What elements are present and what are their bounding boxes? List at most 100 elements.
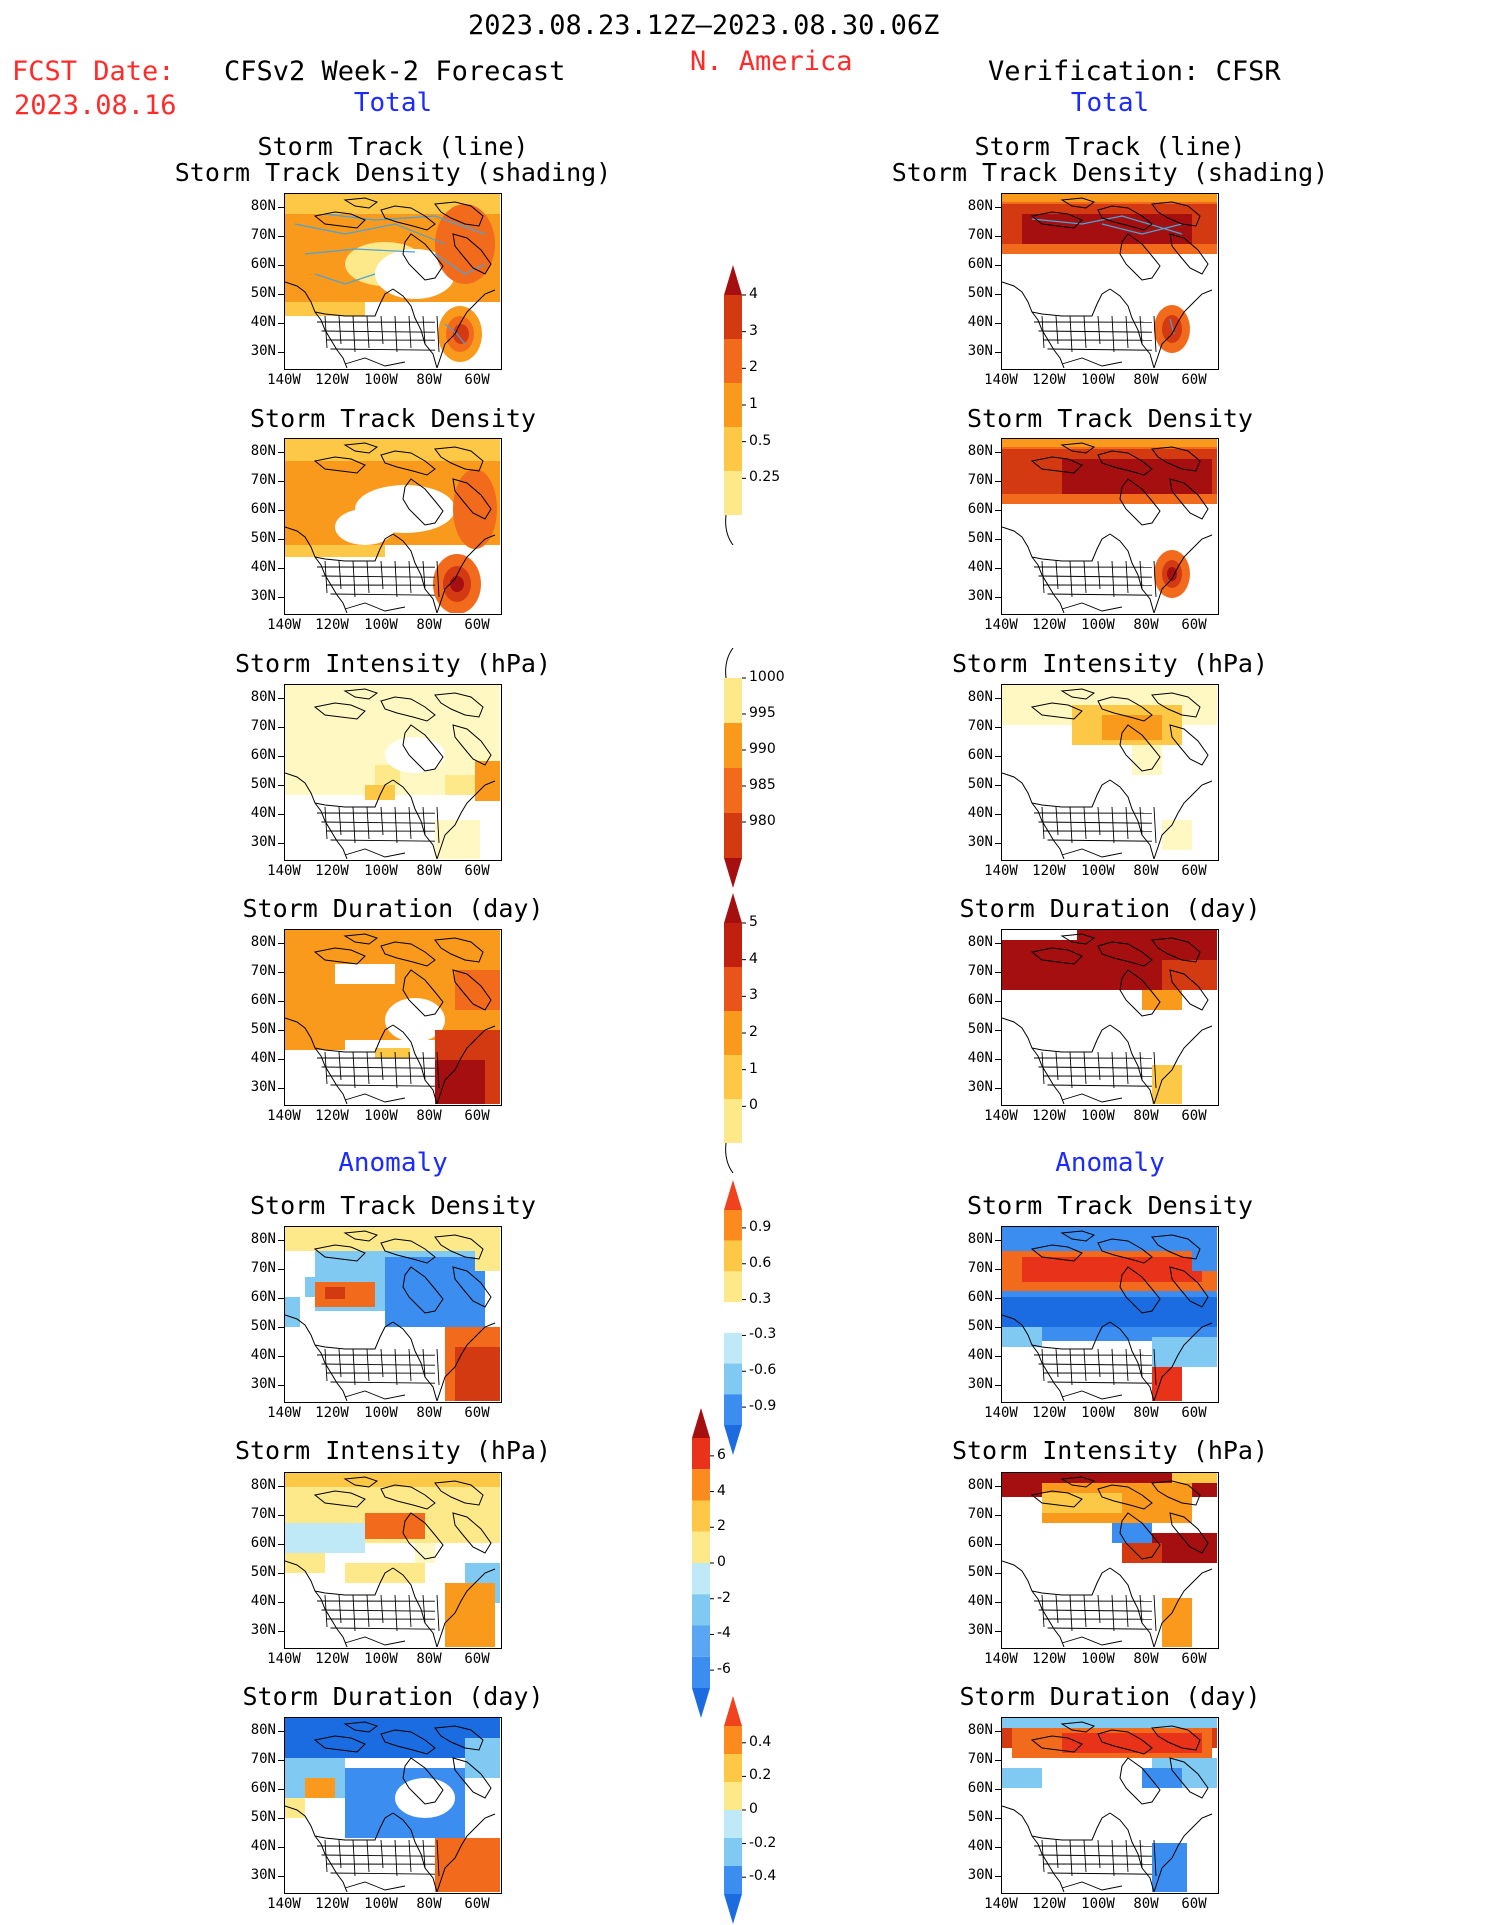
panel-title: Storm Track Density bbox=[250, 404, 536, 433]
lat-label: 50N bbox=[250, 776, 276, 792]
lat-tick bbox=[995, 510, 1001, 511]
region-label: N. America bbox=[690, 46, 853, 77]
lat-label: 40N bbox=[967, 559, 993, 575]
lat-label: 80N bbox=[967, 198, 993, 214]
lat-tick bbox=[995, 568, 1001, 569]
lat-tick bbox=[278, 1573, 284, 1574]
lat-label: 50N bbox=[967, 1809, 993, 1825]
lat-label: 80N bbox=[250, 443, 276, 459]
lat-tick bbox=[278, 452, 284, 453]
lon-label: 60W bbox=[464, 617, 490, 633]
lon-label: 100W bbox=[364, 617, 398, 633]
lon-label: 100W bbox=[364, 1108, 398, 1124]
colorbar-tick-label: -6 bbox=[717, 1661, 731, 1678]
lat-label: 60N bbox=[250, 992, 276, 1008]
lat-tick bbox=[278, 1847, 284, 1848]
colorbar-tick-label: 4 bbox=[749, 950, 758, 967]
lat-label: 50N bbox=[250, 1809, 276, 1825]
colorbar-tick-label: 4 bbox=[749, 286, 758, 302]
lat-tick bbox=[278, 1385, 284, 1386]
panel-title: Storm Duration (day) bbox=[242, 894, 544, 923]
lon-label: 100W bbox=[1081, 1405, 1115, 1421]
lat-tick bbox=[995, 943, 1001, 944]
map-shading bbox=[285, 439, 500, 613]
lat-tick bbox=[278, 1298, 284, 1299]
lon-label: 100W bbox=[1081, 1651, 1115, 1667]
lat-tick bbox=[278, 1731, 284, 1732]
map-panel bbox=[284, 1717, 502, 1894]
lon-label: 140W bbox=[267, 1108, 301, 1124]
lat-tick bbox=[278, 1760, 284, 1761]
lat-tick bbox=[278, 481, 284, 482]
lon-label: 80W bbox=[416, 1108, 442, 1124]
lat-label: 80N bbox=[250, 1722, 276, 1738]
map-shading bbox=[285, 1473, 500, 1647]
lat-label: 80N bbox=[250, 1477, 276, 1493]
lat-label: 70N bbox=[967, 1260, 993, 1276]
lon-label: 100W bbox=[364, 1896, 398, 1912]
lat-tick bbox=[278, 568, 284, 569]
lat-label: 70N bbox=[250, 1751, 276, 1767]
lat-tick bbox=[278, 1818, 284, 1819]
lat-label: 70N bbox=[967, 227, 993, 243]
lat-label: 60N bbox=[967, 1780, 993, 1796]
lat-label: 60N bbox=[250, 1289, 276, 1305]
lat-tick bbox=[278, 756, 284, 757]
lat-tick bbox=[278, 265, 284, 266]
lat-label: 60N bbox=[967, 747, 993, 763]
lat-label: 30N bbox=[967, 1376, 993, 1392]
lat-label: 70N bbox=[967, 472, 993, 488]
lat-tick bbox=[995, 481, 1001, 482]
lon-label: 120W bbox=[1032, 1405, 1066, 1421]
lat-label: 50N bbox=[250, 1021, 276, 1037]
panel-title: Storm Intensity (hPa) bbox=[951, 1436, 1269, 1465]
lat-label: 40N bbox=[967, 805, 993, 821]
lon-label: 60W bbox=[1181, 372, 1207, 388]
lat-label: 30N bbox=[250, 1622, 276, 1638]
lat-tick bbox=[995, 1731, 1001, 1732]
lat-label: 30N bbox=[967, 834, 993, 850]
lon-label: 140W bbox=[984, 1108, 1018, 1124]
panel-title: Storm Track (line) bbox=[974, 132, 1246, 161]
colorbar-tick-label: 1000 bbox=[749, 669, 785, 685]
lat-label: 80N bbox=[250, 198, 276, 214]
lat-tick bbox=[278, 814, 284, 815]
map-panel bbox=[1001, 684, 1219, 861]
lat-tick bbox=[995, 1515, 1001, 1516]
lon-label: 120W bbox=[315, 1405, 349, 1421]
map-shading bbox=[1002, 439, 1217, 613]
lon-label: 80W bbox=[416, 617, 442, 633]
lat-tick bbox=[995, 236, 1001, 237]
lat-tick bbox=[278, 1327, 284, 1328]
lat-tick bbox=[278, 1088, 284, 1089]
lat-label: 70N bbox=[250, 472, 276, 488]
lat-label: 50N bbox=[967, 1021, 993, 1037]
lat-label: 30N bbox=[250, 834, 276, 850]
panel-title: Storm Duration (day) bbox=[959, 894, 1261, 923]
lat-tick bbox=[278, 1515, 284, 1516]
lon-label: 140W bbox=[267, 1651, 301, 1667]
lon-label: 60W bbox=[464, 1405, 490, 1421]
panel-title: Storm Intensity (hPa) bbox=[951, 649, 1269, 678]
panel-title: Storm Track Density bbox=[250, 1191, 536, 1220]
lon-label: 120W bbox=[315, 1651, 349, 1667]
colorbar-tick-label: 1 bbox=[749, 1060, 758, 1077]
lon-label: 120W bbox=[1032, 863, 1066, 879]
lat-tick bbox=[995, 1486, 1001, 1487]
lat-tick bbox=[995, 452, 1001, 453]
colorbar-tick-label: 990 bbox=[749, 741, 776, 757]
lon-label: 80W bbox=[1133, 1896, 1159, 1912]
lat-tick bbox=[995, 1327, 1001, 1328]
colorbar-tick-label: 0 bbox=[749, 1801, 758, 1817]
lat-label: 40N bbox=[250, 559, 276, 575]
lat-tick bbox=[995, 1760, 1001, 1761]
lon-label: 60W bbox=[1181, 1108, 1207, 1124]
lat-tick bbox=[278, 1269, 284, 1270]
lat-label: 40N bbox=[250, 1593, 276, 1609]
panel-title: Storm Intensity (hPa) bbox=[234, 649, 552, 678]
lat-tick bbox=[995, 1847, 1001, 1848]
lat-tick bbox=[995, 1789, 1001, 1790]
lat-label: 70N bbox=[250, 963, 276, 979]
map-panel bbox=[284, 684, 502, 861]
lon-label: 100W bbox=[1081, 863, 1115, 879]
